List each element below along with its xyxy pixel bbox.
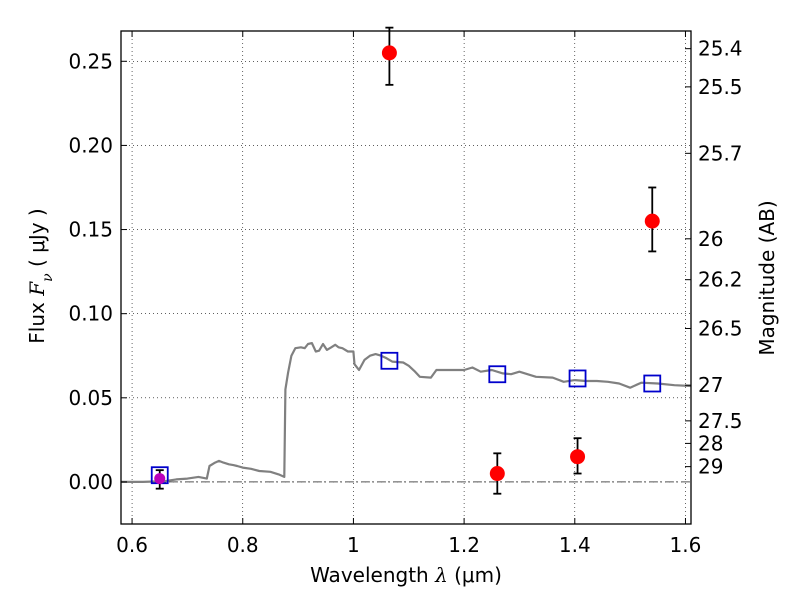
x-axis-title: Wavelength λ (μm) [310,563,502,587]
y-tick-labels: 0.00 0.05 0.10 0.15 0.20 0.25 [68,49,113,494]
model-photometry-square [488,365,507,384]
y2-tick-label: 25.4 [698,37,743,61]
plot-area [121,26,692,495]
x-tick-label: 0.8 [227,533,259,557]
y-axis-title-prefix: Flux [25,296,49,344]
y2-tick-label: 26.5 [698,316,743,340]
y2-tick-label: 26 [698,227,723,251]
plot-frame [120,30,692,525]
y-tick-label: 0.05 [68,386,113,410]
x-tick-label: 0.6 [116,533,148,557]
model-photometry-square [568,369,587,388]
lambda-symbol: λ [434,563,448,587]
nu-subscript: ν [40,273,56,282]
flux-data-point [489,466,505,482]
y-tick-label: 0.25 [68,49,113,73]
y-tick-label: 0.20 [68,133,113,157]
y2-tick-label: 27 [698,373,723,397]
x-axis-title-prefix: Wavelength [310,563,435,587]
y2-tick-label: 26.2 [698,268,743,292]
x-axis-unit: (μm) [448,563,502,587]
flux-symbol: F [25,281,49,297]
x-tick-label: 1.2 [448,533,480,557]
sed-model-line [121,342,692,483]
y-tick-label: 0.10 [68,302,113,326]
y2-tick-label: 25.5 [698,75,743,99]
y2-tick-label: 29 [698,455,723,479]
y2-axis-title: Magnitude (AB) [755,200,779,355]
y2-tick-label: 28 [698,431,723,455]
flux-data-point [644,213,660,229]
y-axis-unit: ( μJy ) [25,208,49,273]
x-tick-label: 1.4 [559,533,591,557]
tick-marks [121,31,691,524]
model-photometry-square [380,351,399,370]
x-tick-labels: 0.6 0.8 1 1.2 1.4 1.6 [116,533,701,557]
model-photometry-square [643,374,662,393]
y2-tick-label: 27.5 [698,409,743,433]
y-tick-label: 0.15 [68,218,113,242]
x-tick-label: 1 [347,533,360,557]
y2-tick-label: 25.7 [698,141,743,165]
flux-data-point [570,449,586,465]
x-tick-label: 1.6 [670,533,702,557]
flux-data-point [381,45,397,61]
flux-data-point [154,473,166,485]
y-tick-label: 0.00 [68,470,113,494]
y-axis-title: Flux Fν ( μJy ) [25,208,56,343]
